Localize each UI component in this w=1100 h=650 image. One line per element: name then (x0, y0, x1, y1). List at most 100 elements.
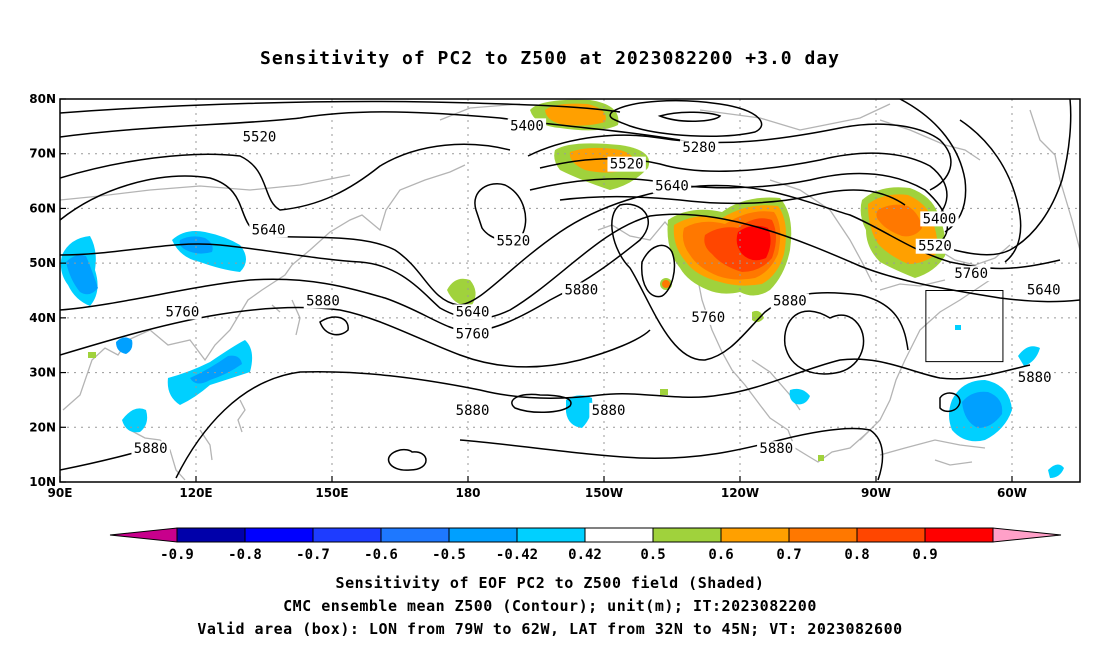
contour-label-bg (507, 118, 547, 134)
x-tick-label: 60W (997, 486, 1027, 500)
contour-label: 5520 (610, 157, 644, 173)
x-tick-label: 180 (455, 486, 480, 500)
contour-label: 5880 (773, 293, 807, 309)
footer-contour-description: CMC ensemble mean Z500 (Contour); unit(m… (283, 597, 817, 615)
sensitivity-shading (60, 99, 1064, 478)
negative-area-china-south (116, 337, 133, 354)
x-tick-label: 90E (48, 486, 73, 500)
x-tick-label: 150W (585, 486, 623, 500)
colorbar-swatch (448, 527, 518, 543)
contour-label-bg (915, 238, 955, 254)
contour-label: 5640 (655, 179, 689, 195)
colorbar-high-end (992, 527, 1062, 543)
contour-label: 5880 (592, 403, 626, 419)
contour-label-bg (770, 293, 810, 309)
colorbar-label: 0.7 (776, 547, 801, 563)
colorbar: -0.9 -0.8 -0.7 -0.6 -0.5 -0.42 0.42 0.5 0.6 0.7 0.… (109, 527, 1062, 563)
positive-area-small-3 (818, 455, 824, 461)
negative-area-atlantic-east (1018, 346, 1040, 366)
y-tick-label: 10N (29, 475, 56, 489)
footer-shading-description: Sensitivity of EOF PC2 to Z500 field (Sh… (335, 574, 765, 592)
y-tick-label: 30N (29, 366, 56, 380)
coastlines (60, 103, 1080, 481)
positive-area-pacific-northwest-max (736, 225, 771, 261)
colorbar-low-end (109, 527, 178, 543)
colorbar-label: 0.8 (844, 547, 869, 563)
positive-area-mexico (752, 310, 764, 323)
y-tick-label: 20N (29, 420, 56, 434)
negative-area-small-1 (955, 325, 961, 330)
colorbar-swatch (856, 527, 926, 543)
contour-label: 5640 (1027, 283, 1061, 299)
negative-area-atlantic-core (962, 391, 1003, 428)
contour-label-bg (757, 441, 796, 457)
colorbar-swatch (584, 527, 654, 543)
contour-label: 5880 (456, 403, 490, 419)
contour-label-bg (1015, 370, 1054, 386)
y-tick-label: 40N (29, 311, 56, 325)
colorbar-label: -0.6 (364, 547, 398, 563)
colorbar-label: 0.5 (640, 547, 665, 563)
colorbar-label: 0.6 (708, 547, 733, 563)
contour-label-bg (453, 402, 492, 418)
x-tick-label: 120W (721, 486, 759, 500)
contour-label: 5640 (456, 304, 490, 320)
contour-label-bg (652, 178, 692, 194)
positive-area-hudson-dark (876, 204, 922, 237)
colorbar-label: -0.9 (160, 547, 194, 563)
plot-frame (59, 98, 1081, 483)
contour-label: 5520 (918, 239, 952, 255)
contour-label: 5760 (954, 266, 988, 282)
contour-label-bg (163, 304, 202, 320)
contour-label: 5880 (134, 441, 168, 457)
contour-label-bg (562, 282, 601, 298)
colorbar-swatch (516, 527, 586, 543)
contour-label-bg (249, 222, 288, 238)
contour-label: 5760 (166, 304, 200, 320)
contour-label: 5760 (456, 326, 490, 342)
contour-label: 5400 (923, 211, 957, 227)
contour-label-bg (453, 304, 492, 320)
contour-label-bg (453, 326, 492, 342)
positive-area-small-1 (660, 389, 668, 395)
contour-label-bg (952, 266, 991, 282)
contour-label-bg (680, 140, 719, 156)
contour-label: 5520 (496, 233, 530, 249)
colorbar-label: -0.8 (228, 547, 262, 563)
contour-label-bg (131, 441, 170, 457)
contour-label-bg (1024, 282, 1063, 298)
contour-label-bg (689, 309, 728, 325)
contour-label-bg (607, 156, 646, 172)
contour-label: 5400 (510, 118, 544, 134)
contour-label: 5760 (691, 310, 725, 326)
negative-area-asia-west-core (66, 254, 98, 295)
colorbar-swatch (380, 527, 450, 543)
contour-label: 5880 (564, 283, 598, 299)
contour-label: 5880 (306, 293, 340, 309)
x-axis: 90E 120E 150E 180 150W 120W 90W 60W (48, 476, 1027, 500)
map-title: Sensitivity of PC2 to Z500 at 2023082200… (259, 48, 840, 69)
y-tick-label: 70N (29, 147, 56, 161)
colorbar-swatch (176, 527, 246, 543)
contour-label: 5880 (1018, 370, 1052, 386)
contour-label-bg (240, 129, 279, 145)
contour-label: 5280 (682, 140, 716, 156)
colorbar-swatch (788, 527, 858, 543)
y-tick-label: 50N (29, 256, 56, 270)
colorbar-swatch (652, 527, 722, 543)
y-tick-label: 60N (29, 201, 56, 215)
negative-area-taiwan (122, 408, 148, 433)
colorbar-label: -0.7 (296, 547, 330, 563)
negative-area-atlantic-south (1048, 464, 1064, 478)
x-tick-label: 150E (315, 486, 348, 500)
negative-area-china-east-core (190, 355, 242, 384)
contour-label-bg (303, 293, 343, 309)
contour-label: 5880 (759, 441, 793, 457)
contour-labels: 5520540052805520564054005520564055205760… (131, 118, 1063, 457)
y-axis: 10N 20N 30N 40N 50N 60N 70N 80N (29, 92, 66, 489)
negative-area-gulf (789, 388, 810, 405)
valid-area-box (925, 290, 1004, 363)
contour-label-bg (494, 233, 533, 249)
colorbar-label: -0.5 (432, 547, 466, 563)
